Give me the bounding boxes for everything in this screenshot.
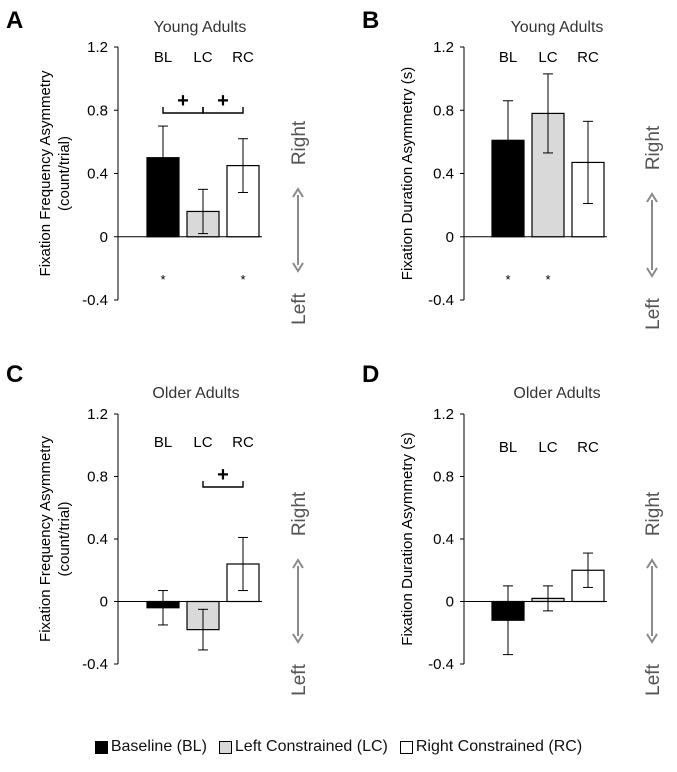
panel-b-arrow-up-icon: [646, 192, 658, 203]
panel-a-ytick-label: 0: [100, 229, 108, 246]
panel-a-bracket: [202, 107, 244, 114]
legend-swatch-bl: [94, 740, 108, 754]
panel-d-ytick-label: 0: [446, 594, 454, 611]
panel-c-bracket: [202, 481, 244, 488]
panel-a-ylabel-line: (count/trial): [56, 136, 73, 211]
panel-c-category-label-lc: LC: [193, 434, 212, 451]
panel-d-ylabel: Fixation Duration Asymmetry (s): [399, 432, 416, 645]
panel-c-letter: C: [6, 361, 23, 388]
legend-swatch-rc: [399, 740, 413, 754]
panel-b-category-label-rc: RC: [577, 49, 599, 66]
panel-b-category-label-bl: BL: [499, 49, 517, 66]
panel-b-ytick-label: 0.8: [433, 102, 454, 119]
legend-item-rc: Right Constrained (RC): [399, 738, 583, 756]
panel-b-title: Young Adults: [511, 19, 604, 36]
panel-c-ylabel-line: (count/trial): [56, 501, 73, 576]
panel-d-ytick-label: 1.2: [433, 406, 454, 423]
panel-b-ylabel-line: Fixation Duration Asymmetry (s): [399, 67, 416, 280]
panel-d-arrow-down-icon: [646, 633, 658, 644]
panel-b-category-label-lc: LC: [538, 49, 557, 66]
panel-b-ytick-label: -0.4: [428, 292, 454, 309]
panel-a-ytick-label: 1.2: [87, 39, 108, 56]
panel-b-ytick-label: 1.2: [433, 39, 454, 56]
legend-label-lc: Left Constrained (LC): [234, 738, 388, 755]
panel-a-direction-label-right: Right: [289, 120, 310, 165]
panel-c-ylabel: Fixation Frequency Asymmetry (count/trial…: [37, 436, 73, 642]
panel-c-direction-label-left: Left: [289, 663, 310, 695]
panel-b-ylabel: Fixation Duration Asymmetry (s): [399, 67, 416, 280]
panel-d-ytick-label: 0.4: [433, 531, 454, 548]
panel-c-category-label-bl: BL: [154, 434, 172, 451]
panel-a-ytick-label: 0.8: [87, 102, 108, 119]
panel-a-arrow-down-icon: [292, 262, 304, 273]
panel-a-ytick-label: -0.4: [82, 292, 108, 309]
panel-a-significance-star: *: [160, 272, 165, 287]
panel-d-ytick-label: -0.4: [428, 656, 454, 673]
panel-a-category-label-rc: RC: [232, 49, 254, 66]
legend-item-bl: Baseline (BL): [94, 738, 207, 756]
panel-a-bracket-label: +: [177, 90, 189, 112]
panel-c-arrow-up-icon: [292, 558, 304, 569]
legend: Baseline (BL) Left Constrained (LC) Righ…: [0, 734, 677, 760]
panel-a-arrow-up-icon: [292, 187, 304, 198]
panel-a-ytick-label: 0.4: [87, 166, 108, 183]
panel-a-title: Young Adults: [154, 19, 247, 36]
panel-a-letter: A: [6, 7, 23, 34]
panel-b-ytick-label: 0: [446, 229, 454, 246]
panel-d-arrow-up-icon: [646, 558, 658, 569]
panel-b-arrow-down-icon: [646, 267, 658, 278]
panel-d-ytick-label: 0.8: [433, 469, 454, 486]
legend-label-bl: Baseline (BL): [110, 738, 207, 755]
panel-b-direction-label-right: Right: [643, 125, 664, 170]
legend-label-rc: Right Constrained (RC): [415, 738, 583, 755]
panel-b-letter: B: [362, 7, 379, 34]
panel-b-significance-star: *: [545, 272, 550, 287]
panel-a-ylabel-line: Fixation Frequency Asymmetry: [37, 70, 54, 276]
panel-d-direction-label-left: Left: [643, 663, 664, 695]
panel-a-category-label-lc: LC: [193, 49, 212, 66]
panel-a-significance-star: *: [240, 272, 245, 287]
panel-a-bracket-label: +: [217, 90, 229, 112]
panel-c-ytick-label: 0.4: [87, 531, 108, 548]
panel-a-category-label-bl: BL: [154, 49, 172, 66]
panel-c-ytick-label: 1.2: [87, 406, 108, 423]
panel-d-ylabel-line: Fixation Duration Asymmetry (s): [399, 432, 416, 645]
panel-b-direction-label-left: Left: [643, 297, 664, 329]
panel-c-direction-label-right: Right: [289, 491, 310, 536]
panel-d-category-label-bl: BL: [499, 439, 517, 456]
panel-c-arrow-down-icon: [292, 633, 304, 644]
panel-c-ytick-label: -0.4: [82, 656, 108, 673]
panel-d-category-label-rc: RC: [577, 439, 599, 456]
panel-b-ytick-label: 0.4: [433, 166, 454, 183]
panel-a-ylabel: Fixation Frequency Asymmetry (count/trial…: [37, 70, 73, 276]
panel-c-ytick-label: 0.8: [87, 469, 108, 486]
panel-c-category-label-rc: RC: [232, 434, 254, 451]
panel-d-title: Older Adults: [513, 385, 600, 402]
legend-item-lc: Left Constrained (LC): [218, 738, 388, 756]
panel-a-direction-label-left: Left: [289, 292, 310, 324]
panel-d-letter: D: [362, 361, 379, 388]
panel-d-category-label-lc: LC: [538, 439, 557, 456]
panel-c-title: Older Adults: [152, 385, 239, 402]
panel-c-ylabel-line: Fixation Frequency Asymmetry: [37, 436, 54, 642]
panel-b-significance-star: *: [505, 272, 510, 287]
panel-c-ytick-label: 0: [100, 594, 108, 611]
panel-d-direction-label-right: Right: [643, 491, 664, 536]
legend-swatch-lc: [218, 740, 232, 754]
panel-c-bracket-label: +: [217, 464, 229, 486]
